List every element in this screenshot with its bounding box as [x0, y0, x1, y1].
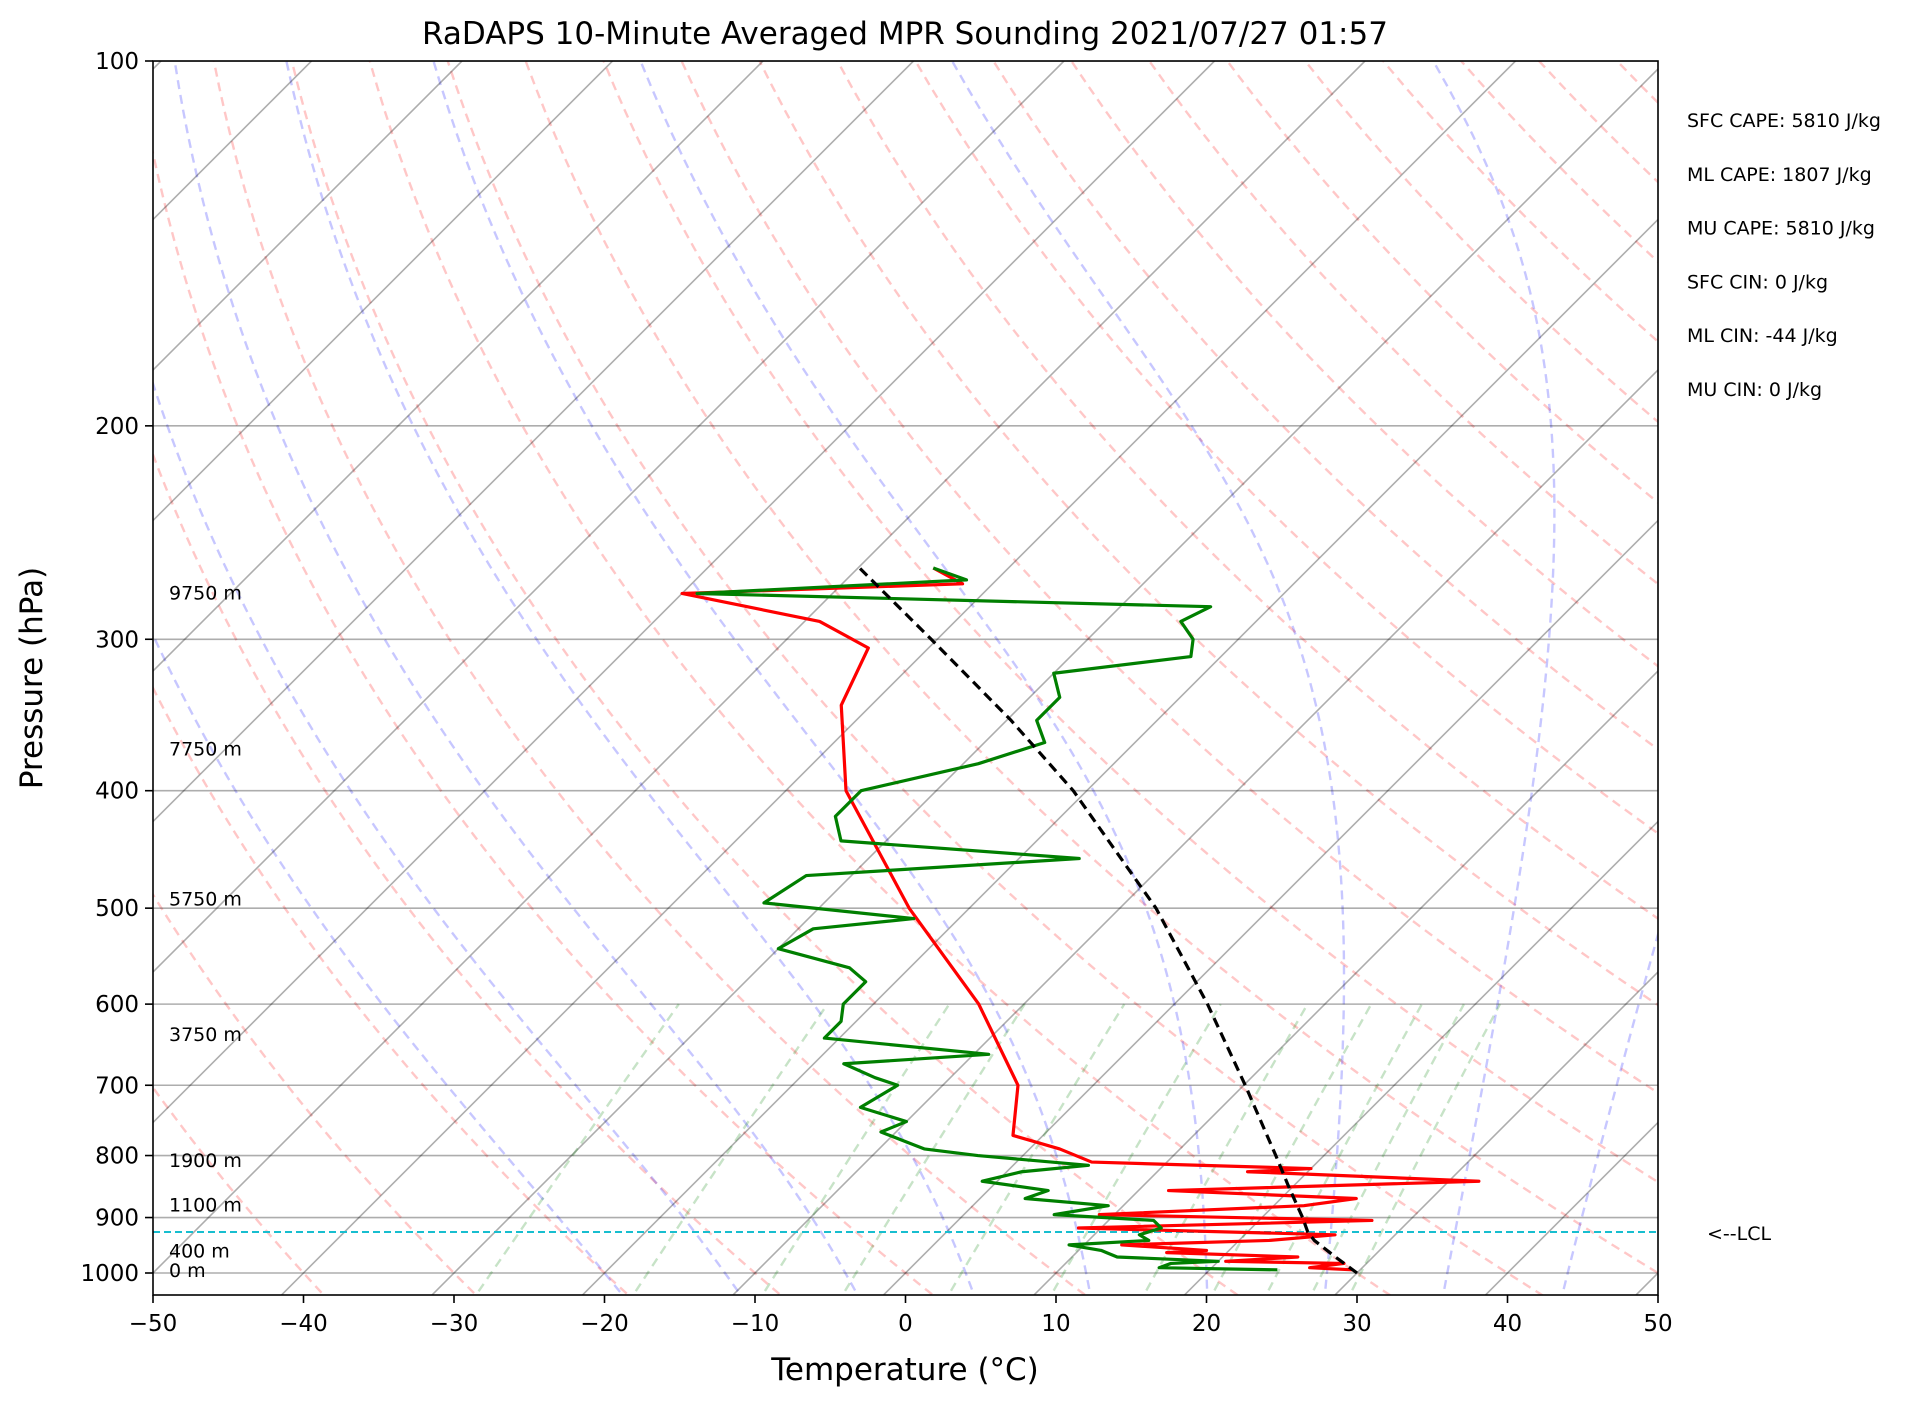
height-label: 400 m — [169, 1241, 230, 1263]
dry-adiabat — [524, 61, 1658, 1275]
isotherm-line — [153, 61, 614, 522]
moist-adiabat — [153, 379, 743, 1295]
x-tick-label: 50 — [1643, 1311, 1672, 1337]
height-label: 3750 m — [169, 1024, 242, 1046]
dry-adiabat — [602, 61, 1658, 1184]
y-tick-label: 700 — [95, 1073, 139, 1099]
dry-adiabat — [290, 61, 1240, 1295]
isotherm-line — [1032, 669, 1658, 1295]
mixing-ratio-line — [947, 1003, 1126, 1295]
x-tick-label: 20 — [1192, 1311, 1221, 1337]
mixing-ratio-line — [1049, 1003, 1222, 1295]
isotherm-line — [153, 61, 915, 823]
moist-adiabat — [173, 61, 859, 1295]
x-axis-label: Temperature (°C) — [770, 1352, 1039, 1388]
moist-adiabat — [153, 632, 625, 1295]
x-tick-label: 40 — [1493, 1311, 1522, 1337]
dry-adiabat — [1069, 61, 1658, 668]
y-tick-label: 500 — [95, 896, 139, 922]
isotherm-line — [153, 61, 764, 673]
x-tick-label: 10 — [1041, 1311, 1070, 1337]
index-text: SFC CIN: 0 J/kg — [1687, 271, 1828, 293]
x-tick-label: 0 — [898, 1311, 913, 1337]
dry-adiabat — [680, 61, 1658, 1095]
isotherm-line — [1333, 970, 1658, 1295]
dry-adiabat — [153, 892, 478, 1295]
x-tick-label: −10 — [731, 1311, 780, 1337]
isotherm-line — [153, 61, 1366, 1275]
dry-adiabat — [153, 451, 783, 1295]
y-tick-label: 400 — [95, 779, 139, 805]
x-tick-label: 30 — [1342, 1311, 1371, 1337]
height-label: 1900 m — [169, 1150, 242, 1172]
index-text: ML CIN: -44 J/kg — [1687, 325, 1838, 347]
isotherm-line — [280, 61, 1517, 1295]
moist-adiabat — [639, 61, 1209, 1295]
dry-adiabat — [991, 61, 1658, 751]
moist-adiabat — [285, 61, 976, 1295]
y-tick-label: 100 — [95, 49, 139, 75]
dry-adiabat — [212, 61, 1088, 1295]
isotherm-line — [430, 67, 1658, 1295]
index-text: ML CAPE: 1807 J/kg — [1687, 164, 1872, 186]
mixing-ratio-line — [631, 1003, 829, 1295]
index-text: MU CAPE: 5810 J/kg — [1687, 218, 1875, 240]
x-tick-label: −20 — [580, 1311, 629, 1337]
index-text: MU CIN: 0 J/kg — [1687, 379, 1822, 401]
moist-adiabat — [951, 61, 1346, 1295]
dry-adiabat — [914, 61, 1658, 835]
isotherm-line — [153, 61, 1065, 974]
y-tick-label: 600 — [95, 992, 139, 1018]
mixing-ratio-line — [841, 1003, 1026, 1295]
isotherm-line — [731, 368, 1658, 1295]
mixing-ratio-line — [474, 1003, 680, 1295]
y-tick-label: 800 — [95, 1144, 139, 1170]
isotherm-line — [882, 519, 1658, 1295]
mixing-ratio-line — [1142, 1003, 1309, 1295]
height-label: 0 m — [169, 1260, 206, 1282]
chart-title: RaDAPS 10-Minute Averaged MPR Sounding 2… — [422, 16, 1388, 52]
y-tick-label: 1000 — [80, 1261, 139, 1287]
x-tick-label: −50 — [129, 1311, 178, 1337]
isotherm-line — [153, 61, 1216, 1124]
dry-adiabat — [153, 147, 935, 1295]
dry-adiabat — [836, 61, 1658, 921]
temperature-line — [680, 566, 1481, 1272]
y-tick-label: 900 — [95, 1206, 139, 1232]
dry-adiabat — [446, 61, 1545, 1295]
isotherm-line — [153, 61, 463, 372]
dry-adiabat — [153, 685, 631, 1295]
moist-adiabat — [1432, 61, 1556, 1295]
dewpoint-line — [695, 566, 1278, 1272]
x-tick-label: −40 — [279, 1311, 328, 1337]
index-text: SFC CAPE: 5810 J/kg — [1687, 110, 1881, 132]
isotherm-line — [581, 218, 1658, 1295]
x-tick-label: −30 — [430, 1311, 479, 1337]
height-label: 1100 m — [169, 1195, 242, 1217]
height-label: 5750 m — [169, 889, 242, 911]
moist-adiabat — [432, 61, 1092, 1295]
isotherm-line — [1183, 820, 1658, 1295]
parcel-path-line — [858, 566, 1358, 1275]
mixing-ratio-line — [761, 1003, 951, 1295]
height-label: 7750 m — [169, 739, 242, 761]
y-tick-label: 200 — [95, 414, 139, 440]
y-tick-label: 300 — [95, 627, 139, 653]
y-axis-label: Pressure (hPa) — [14, 567, 50, 789]
height-label: 9750 m — [169, 582, 242, 604]
lcl-label: <--LCL — [1707, 1223, 1771, 1245]
